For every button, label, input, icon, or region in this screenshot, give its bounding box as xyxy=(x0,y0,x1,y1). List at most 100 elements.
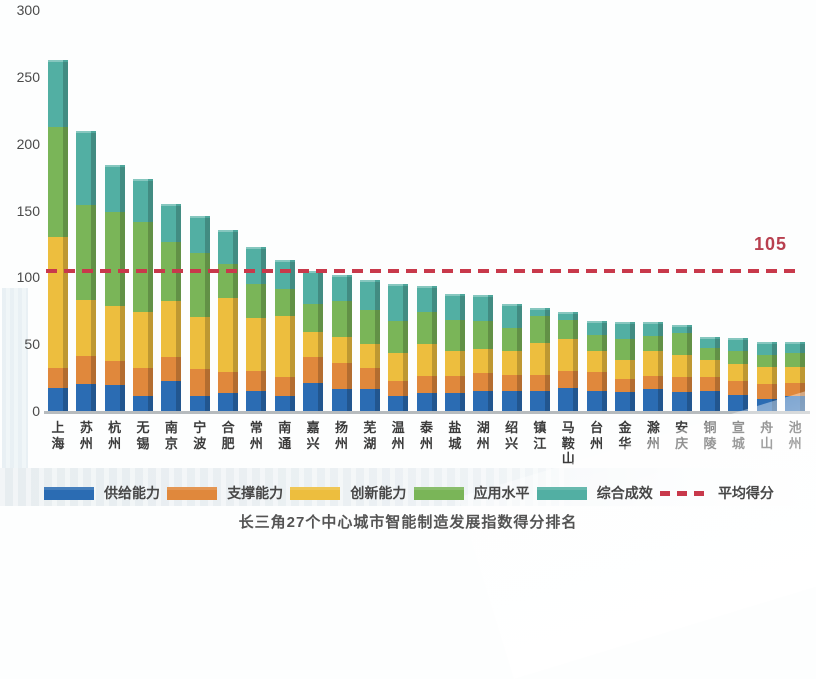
bar-segment-comprehensive-results xyxy=(133,180,154,223)
bar-segment-supply-capacity xyxy=(48,387,68,412)
bar-segment-innovation-capacity xyxy=(133,311,154,368)
chart-legend: 供给能力 支撑能力 创新能力 应用水平 综合成效 平均得分 xyxy=(44,483,774,503)
bar-segment-supply-capacity xyxy=(303,382,324,412)
stacked-bar-27 xyxy=(785,341,806,412)
bar-top-face xyxy=(416,285,437,288)
stacked-bar-1 xyxy=(48,59,68,412)
bar-segment-innovation-capacity xyxy=(529,342,550,375)
bar-segment-support-capacity xyxy=(359,367,380,390)
bar-segment-support-capacity xyxy=(586,371,607,391)
y-axis-tick-label: 250 xyxy=(16,68,40,85)
stacked-bar-5 xyxy=(161,204,182,412)
bar-segment-application-level xyxy=(615,338,635,360)
bar-top-face xyxy=(643,321,664,324)
bar-segment-supply-capacity xyxy=(700,390,721,412)
bar-segment-comprehensive-results xyxy=(700,338,721,348)
bar-segment-innovation-capacity xyxy=(558,338,579,371)
bar-segment-support-capacity xyxy=(700,377,721,391)
bar-segment-comprehensive-results xyxy=(756,343,777,355)
x-axis-label: 南通 xyxy=(278,420,292,451)
y-axis-tick-label: 300 xyxy=(16,2,40,18)
bar-segment-comprehensive-results xyxy=(48,61,68,128)
bar-segment-supply-capacity xyxy=(501,390,522,412)
stacked-bar-20 xyxy=(586,320,607,412)
bar-segment-supply-capacity xyxy=(756,398,777,412)
bar-segment-supply-capacity xyxy=(218,393,239,412)
bar-segment-comprehensive-results xyxy=(473,297,494,322)
bar-segment-application-level xyxy=(473,321,494,350)
bar-segment-application-level xyxy=(444,319,465,351)
bar-segment-supply-capacity xyxy=(246,390,267,412)
bar-top-face xyxy=(218,229,239,232)
bar-segment-support-capacity xyxy=(785,382,806,396)
bar-top-face xyxy=(274,260,295,263)
bar-segment-comprehensive-results xyxy=(671,326,692,334)
bar-segment-innovation-capacity xyxy=(700,359,721,378)
bar-segment-support-capacity xyxy=(246,370,267,391)
bar-top-face xyxy=(76,130,97,133)
legend-item-application-level: 应用水平 xyxy=(413,483,530,503)
bar-segment-support-capacity xyxy=(388,381,409,396)
bar-segment-innovation-capacity xyxy=(246,318,267,371)
stacked-bar-15 xyxy=(444,293,465,412)
bar-segment-supply-capacity xyxy=(558,387,579,412)
bar-segment-support-capacity xyxy=(161,357,182,382)
stacked-bar-10 xyxy=(303,271,324,412)
y-axis-tick-label: 50 xyxy=(24,336,40,353)
bar-segment-comprehensive-results xyxy=(218,231,239,264)
bar-top-face xyxy=(586,320,607,323)
x-axis-label: 杭州 xyxy=(108,420,122,451)
stacked-bar-7 xyxy=(218,229,239,412)
stacked-bar-23 xyxy=(671,324,692,412)
chart-title: 长三角27个中心城市智能制造发展指数得分排名 xyxy=(238,514,578,531)
bar-top-face xyxy=(133,178,154,181)
bar-segment-application-level xyxy=(388,321,409,354)
bar-top-face xyxy=(331,275,352,278)
bar-segment-support-capacity xyxy=(303,357,324,383)
stacked-bar-2 xyxy=(76,130,97,412)
bar-segment-supply-capacity xyxy=(529,390,550,412)
bar-segment-supply-capacity xyxy=(671,391,692,412)
bar-segment-application-level xyxy=(643,335,664,351)
bar-segment-application-level xyxy=(359,310,380,344)
x-axis-label: 南京 xyxy=(164,420,178,451)
average-score-line xyxy=(46,269,802,273)
bar-segment-application-level xyxy=(246,283,267,319)
bar-segment-support-capacity xyxy=(671,377,692,392)
bar-segment-support-capacity xyxy=(473,373,494,391)
bar-segment-application-level xyxy=(133,222,154,312)
bar-top-face xyxy=(388,284,409,287)
bar-top-face xyxy=(728,337,749,340)
bar-segment-support-capacity xyxy=(416,375,437,394)
bar-segment-support-capacity xyxy=(48,367,68,388)
bar-segment-application-level xyxy=(104,211,125,307)
legend-item-innovation-capacity: 创新能力 xyxy=(290,483,406,503)
stacked-bar-8 xyxy=(246,246,267,412)
bar-segment-comprehensive-results xyxy=(161,206,182,243)
x-axis-label: 温州 xyxy=(391,420,405,451)
bar-segment-supply-capacity xyxy=(274,395,295,412)
x-axis-label: 绍兴 xyxy=(505,420,519,451)
legend-swatch-average-dash xyxy=(659,490,708,496)
x-axis-label: 扬州 xyxy=(334,420,348,451)
stacked-bar-9 xyxy=(274,260,295,412)
bar-segment-innovation-capacity xyxy=(444,350,465,376)
bar-segment-support-capacity xyxy=(189,369,210,396)
bar-segment-comprehensive-results xyxy=(303,273,324,304)
bar-segment-comprehensive-results xyxy=(586,322,607,335)
legend-swatch-support-capacity xyxy=(167,486,218,500)
legend-label: 应用水平 xyxy=(473,485,530,501)
stacked-bar-11 xyxy=(331,275,352,412)
bar-segment-support-capacity xyxy=(331,362,352,390)
bar-segment-application-level xyxy=(728,350,749,364)
bar-segment-support-capacity xyxy=(756,383,777,399)
bar-segment-innovation-capacity xyxy=(785,366,806,383)
bar-segment-application-level xyxy=(76,204,97,300)
bar-segment-innovation-capacity xyxy=(586,350,607,372)
bar-segment-application-level xyxy=(189,252,210,318)
bar-segment-innovation-capacity xyxy=(671,354,692,378)
bar-segment-supply-capacity xyxy=(189,395,210,412)
bar-segment-comprehensive-results xyxy=(76,132,97,205)
stacked-bar-19 xyxy=(558,312,579,412)
stacked-bar-26 xyxy=(756,341,777,412)
